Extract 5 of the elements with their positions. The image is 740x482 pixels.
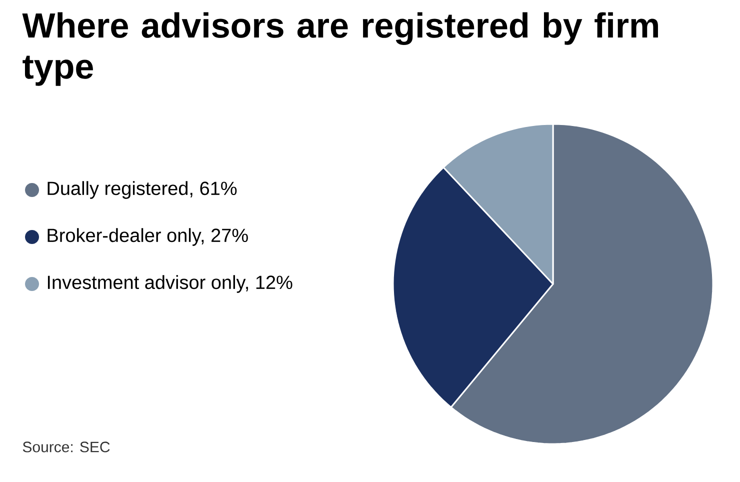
legend-label: Investment advisor only, 12% [48,275,292,293]
legend-label: Broker-dealer only, 27% [48,228,248,246]
chart-title: Where advisors are registered by firm type [22,12,658,86]
source-note: Source: SEC [22,442,110,452]
legend-label: Dually registered, 61% [48,181,237,199]
